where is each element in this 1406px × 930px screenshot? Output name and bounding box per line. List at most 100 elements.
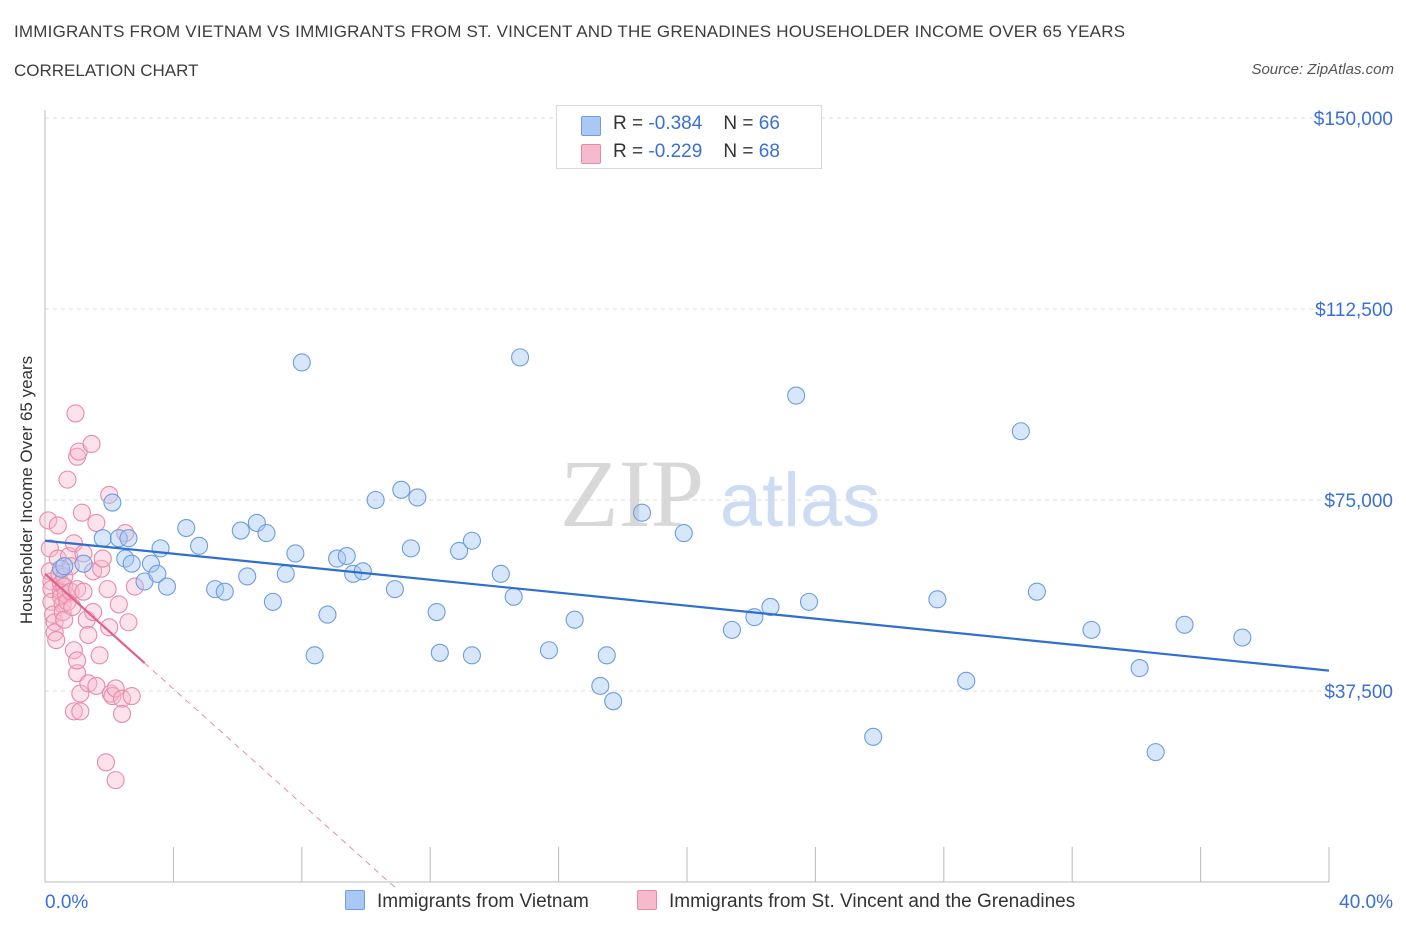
axes xyxy=(44,110,1330,883)
point-vietnam xyxy=(462,531,481,550)
trend-line-vietnam xyxy=(44,539,1330,672)
point-stvincent xyxy=(106,771,125,790)
series-legend-swatch-stvincent xyxy=(637,890,657,910)
point-stvincent xyxy=(72,503,91,522)
x-tick-label-max: 40.0% xyxy=(1339,892,1393,913)
point-stvincent xyxy=(63,597,82,617)
series-legend-swatch-vietnam xyxy=(345,890,365,910)
point-stvincent xyxy=(53,603,72,622)
point-vietnam xyxy=(539,641,559,660)
point-stvincent xyxy=(68,651,87,670)
point-vietnam xyxy=(1027,582,1046,601)
chart-title: IMMIGRANTS FROM VIETNAM VS IMMIGRANTS FR… xyxy=(14,22,1126,41)
point-vietnam xyxy=(799,592,819,611)
point-stvincent xyxy=(98,580,117,599)
point-vietnam xyxy=(504,587,523,606)
series-legend-label-stvincent: Immigrants from St. Vincent and the Gren… xyxy=(669,891,1076,912)
point-vietnam xyxy=(318,605,337,624)
point-stvincent xyxy=(112,704,132,723)
point-vietnam xyxy=(462,646,481,665)
y-tick-label: $112,500 xyxy=(1315,300,1393,321)
source-credit: Source: ZipAtlas.com xyxy=(1251,61,1394,78)
legend-swatch-vietnam xyxy=(581,116,601,136)
point-vietnam xyxy=(286,544,305,563)
point-stvincent xyxy=(74,582,93,601)
series-vietnam-points xyxy=(51,348,1252,762)
point-vietnam xyxy=(93,529,112,548)
point-stvincent xyxy=(68,664,87,683)
point-stvincent xyxy=(82,434,101,454)
point-vietnam xyxy=(292,353,311,372)
correlation-legend: R = -0.384 N = 66 R = -0.229 N = 68 xyxy=(556,105,822,169)
chart-subtitle: CORRELATION CHART xyxy=(14,61,199,80)
point-vietnam xyxy=(957,671,976,690)
point-vietnam xyxy=(151,539,170,558)
point-vietnam xyxy=(427,603,446,622)
y-tick-labels: $37,500 $75,000 $112,500 $150,000 xyxy=(1314,109,1393,703)
watermark-atlas: atlas xyxy=(720,458,881,543)
point-stvincent xyxy=(66,404,85,423)
point-stvincent xyxy=(64,702,83,721)
legend-swatch-stvincent xyxy=(581,144,601,164)
y-tick-label: $75,000 xyxy=(1324,491,1393,512)
point-vietnam xyxy=(385,580,404,599)
point-stvincent xyxy=(119,613,138,632)
y-tick-label: $150,000 xyxy=(1314,109,1393,130)
series-legend-label-vietnam: Immigrants from Vietnam xyxy=(377,891,589,912)
point-stvincent xyxy=(87,676,106,695)
x-tick-labels: 0.0% 40.0% xyxy=(45,892,1393,913)
point-vietnam xyxy=(928,590,947,609)
point-vietnam xyxy=(231,521,250,540)
point-stvincent xyxy=(79,625,98,645)
series-legend-vietnam[interactable]: Immigrants from Vietnam xyxy=(345,890,589,913)
point-stvincent xyxy=(87,513,106,532)
point-vietnam xyxy=(864,727,883,746)
point-stvincent xyxy=(84,603,103,622)
series-stvincent-points xyxy=(39,404,144,790)
watermark: ZIP atlas xyxy=(560,440,880,547)
point-vietnam xyxy=(1175,615,1194,634)
point-stvincent xyxy=(96,753,116,772)
legend-n-value-stvincent: 68 xyxy=(758,141,780,162)
point-vietnam xyxy=(491,564,510,583)
point-stvincent xyxy=(58,470,77,489)
y-axis-label: Householder Income Over 65 years xyxy=(17,355,36,625)
point-stvincent xyxy=(71,702,90,721)
legend-n-value-vietnam: 66 xyxy=(758,113,780,134)
point-vietnam xyxy=(109,529,128,548)
point-vietnam xyxy=(122,554,141,573)
point-vietnam xyxy=(51,559,71,578)
point-vietnam xyxy=(722,620,741,639)
point-vietnam xyxy=(263,592,282,611)
point-stvincent xyxy=(45,623,64,642)
point-vietnam xyxy=(103,493,122,512)
trend-lines xyxy=(44,539,1330,891)
point-vietnam xyxy=(1233,628,1252,647)
point-vietnam xyxy=(674,524,693,543)
point-vietnam xyxy=(337,546,356,566)
point-vietnam xyxy=(565,610,584,629)
point-vietnam xyxy=(401,539,420,558)
series-legend-stvincent[interactable]: Immigrants from St. Vincent and the Gren… xyxy=(637,890,1075,913)
x-tick-label-min: 0.0% xyxy=(45,892,88,913)
point-vietnam xyxy=(215,582,234,601)
point-vietnam xyxy=(157,577,177,596)
point-stvincent xyxy=(39,511,58,530)
point-vietnam xyxy=(276,564,295,583)
point-vietnam xyxy=(450,541,469,560)
point-vietnam xyxy=(597,646,616,665)
legend-n-label: N = xyxy=(723,113,754,134)
point-vietnam xyxy=(148,564,167,583)
point-stvincent xyxy=(93,549,112,568)
point-vietnam xyxy=(257,524,276,543)
point-vietnam xyxy=(604,692,623,711)
point-vietnam xyxy=(761,597,780,617)
point-vietnam xyxy=(55,557,74,576)
point-vietnam xyxy=(591,676,610,695)
point-vietnam xyxy=(74,554,93,573)
point-vietnam xyxy=(511,348,530,367)
legend-r-label: R = xyxy=(613,113,644,134)
point-stvincent xyxy=(47,631,66,650)
point-stvincent xyxy=(122,687,141,706)
trend-line-stvincent-extension xyxy=(144,662,399,891)
